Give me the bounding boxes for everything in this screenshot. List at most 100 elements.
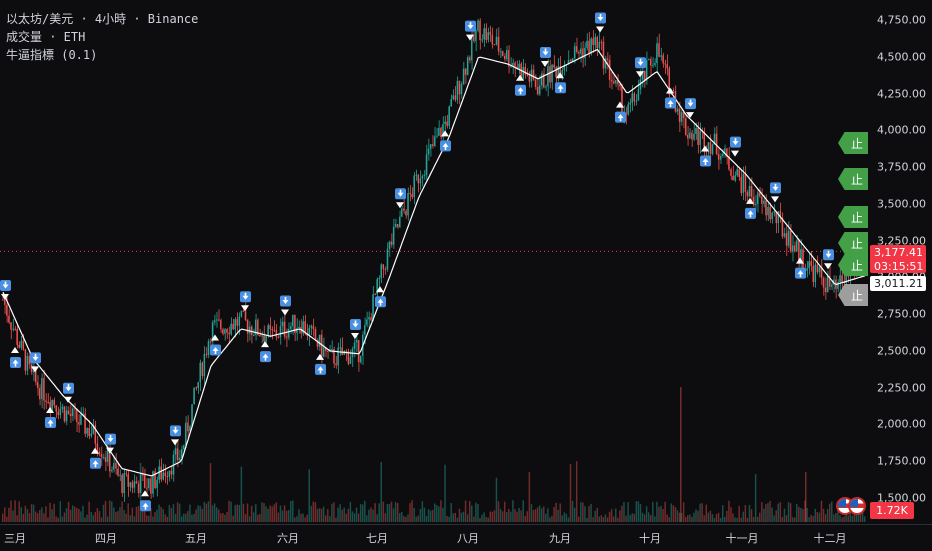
candle-body: [464, 68, 467, 75]
candle-body: [662, 55, 664, 64]
volume-bar: [499, 508, 502, 522]
volume-bar: [366, 515, 368, 522]
chart-area[interactable]: 以太坊/美元 · 4小時 · Binance 成交量 · ETH 牛逼指標 (0…: [0, 0, 868, 524]
volume-bar: [578, 516, 580, 522]
candle-body: [810, 261, 812, 267]
volume-bar: [775, 510, 777, 522]
triangle-down-icon: [541, 61, 549, 68]
candle-body: [493, 44, 496, 46]
candle-body: [380, 264, 382, 279]
candle-body: [207, 341, 210, 355]
volume-bar: [94, 512, 97, 522]
candle-body: [779, 211, 782, 218]
current-price: 3,177.41: [874, 246, 923, 259]
volume-bar: [761, 502, 763, 522]
volume-bar: [612, 516, 615, 522]
volume-bar: [137, 505, 140, 522]
volume-bar: [320, 508, 323, 522]
candle-body: [839, 275, 841, 283]
candle-body: [627, 104, 629, 115]
volume-bar: [180, 516, 183, 522]
candle-body: [269, 325, 271, 330]
volume-bar: [378, 503, 380, 522]
candle-body: [211, 322, 214, 342]
volume-bar: [209, 463, 212, 522]
volume-bar: [403, 516, 405, 522]
candle-body: [561, 70, 563, 76]
time-axis[interactable]: 三月 四月 五月 六月 七月 八月 九月 十月 十一月 十二月: [0, 524, 932, 551]
candle-body: [137, 483, 140, 493]
candle-body: [368, 317, 370, 320]
candle-body: [512, 62, 514, 66]
volume-bar: [265, 506, 267, 522]
volume-bar: [839, 515, 841, 522]
candle-body: [199, 362, 201, 383]
volume-bar: [331, 503, 333, 522]
price-chart[interactable]: [0, 0, 868, 524]
indicator-legend[interactable]: 牛逼指標 (0.1): [6, 48, 98, 62]
candle-body: [131, 482, 134, 488]
candle-body: [82, 413, 84, 415]
arrow-down-icon: [32, 353, 39, 361]
volume-bar: [318, 508, 321, 522]
candle-body: [26, 355, 29, 371]
moving-average-line: [2, 48, 866, 477]
volume-bar: [191, 514, 193, 522]
candle-body: [215, 319, 218, 321]
candle-body: [796, 240, 798, 252]
volume-bar: [355, 507, 358, 522]
symbol-legend[interactable]: 以太坊/美元 · 4小時 · Binance: [6, 12, 199, 26]
volume-bar: [14, 500, 16, 522]
volume-bar: [777, 503, 779, 522]
candle-body: [499, 51, 502, 53]
triangle-down-icon: [771, 196, 779, 203]
us-flag-icon[interactable]: [848, 497, 866, 515]
volume-bar: [300, 513, 302, 522]
volume-bar: [273, 504, 275, 522]
candle-body: [170, 470, 173, 475]
candle-body: [440, 127, 442, 138]
volume-bar: [547, 508, 549, 522]
candle-body: [39, 388, 41, 400]
volume-bar: [154, 512, 156, 522]
price-axis[interactable]: 4,750.00 4,500.00 4,250.00 4,000.00 3,750.00…: [868, 0, 932, 524]
volume-legend[interactable]: 成交量 · ETH: [6, 30, 86, 44]
volume-bar: [841, 517, 843, 522]
candle-body: [697, 127, 699, 145]
volume-bar: [141, 501, 144, 522]
volume-bar: [471, 505, 473, 522]
candle-body: [598, 41, 601, 49]
candle-body: [647, 59, 650, 61]
candle-body: [586, 40, 588, 48]
candle-body: [193, 387, 195, 405]
volume-bar: [752, 516, 755, 522]
candle-body: [324, 347, 327, 351]
arrow-up-icon: [797, 270, 804, 278]
candle-body: [18, 344, 20, 348]
candle-body: [320, 334, 323, 357]
volume-bar: [24, 505, 27, 522]
volume-bar: [242, 503, 245, 522]
volume-bar: [158, 504, 160, 522]
volume-bar: [750, 509, 753, 522]
volume-bar: [102, 504, 105, 522]
candle-body: [761, 196, 763, 204]
candle-body: [621, 86, 623, 115]
candle-body: [475, 30, 477, 42]
arrow-up-icon: [317, 366, 324, 374]
candle-body: [164, 472, 166, 477]
candle-body: [682, 112, 685, 119]
volume-bar: [843, 516, 845, 522]
candle-body: [526, 74, 529, 76]
candle-body: [57, 411, 59, 416]
month-label: 三月: [4, 532, 26, 545]
candle-body: [592, 38, 594, 45]
month-label: 十二月: [813, 532, 847, 545]
volume-bar: [417, 515, 419, 522]
volume-bar: [674, 507, 677, 522]
candle-body: [290, 326, 292, 329]
volume-bar: [580, 502, 582, 522]
candle-body: [837, 282, 839, 289]
volume-bar: [748, 504, 751, 522]
candle-body: [602, 41, 605, 69]
